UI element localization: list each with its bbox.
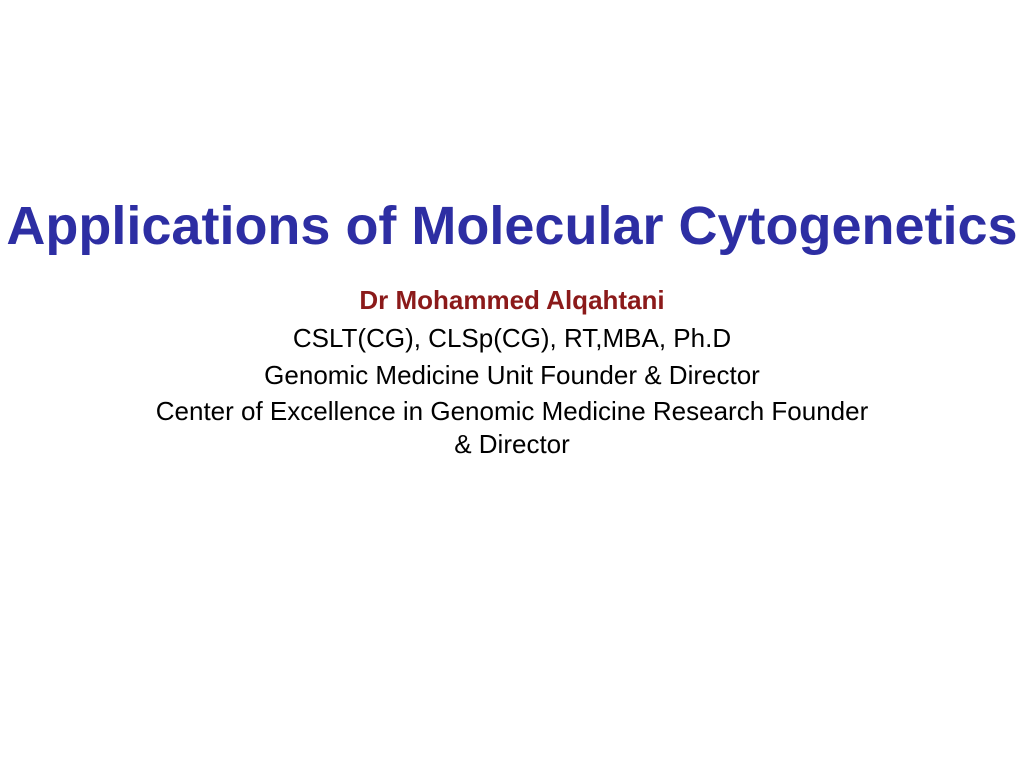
author-name: Dr Mohammed Alqahtani (359, 285, 664, 316)
credentials-line-2: Genomic Medicine Unit Founder & Director (264, 359, 760, 392)
slide-title: Applications of Molecular Cytogenetics (6, 195, 1017, 257)
credentials-line-3: Center of Excellence in Genomic Medicine… (152, 395, 872, 460)
credentials-line-1: CSLT(CG), CLSp(CG), RT,MBA, Ph.D (293, 322, 731, 355)
slide-container: Applications of Molecular Cytogenetics D… (0, 0, 1024, 768)
